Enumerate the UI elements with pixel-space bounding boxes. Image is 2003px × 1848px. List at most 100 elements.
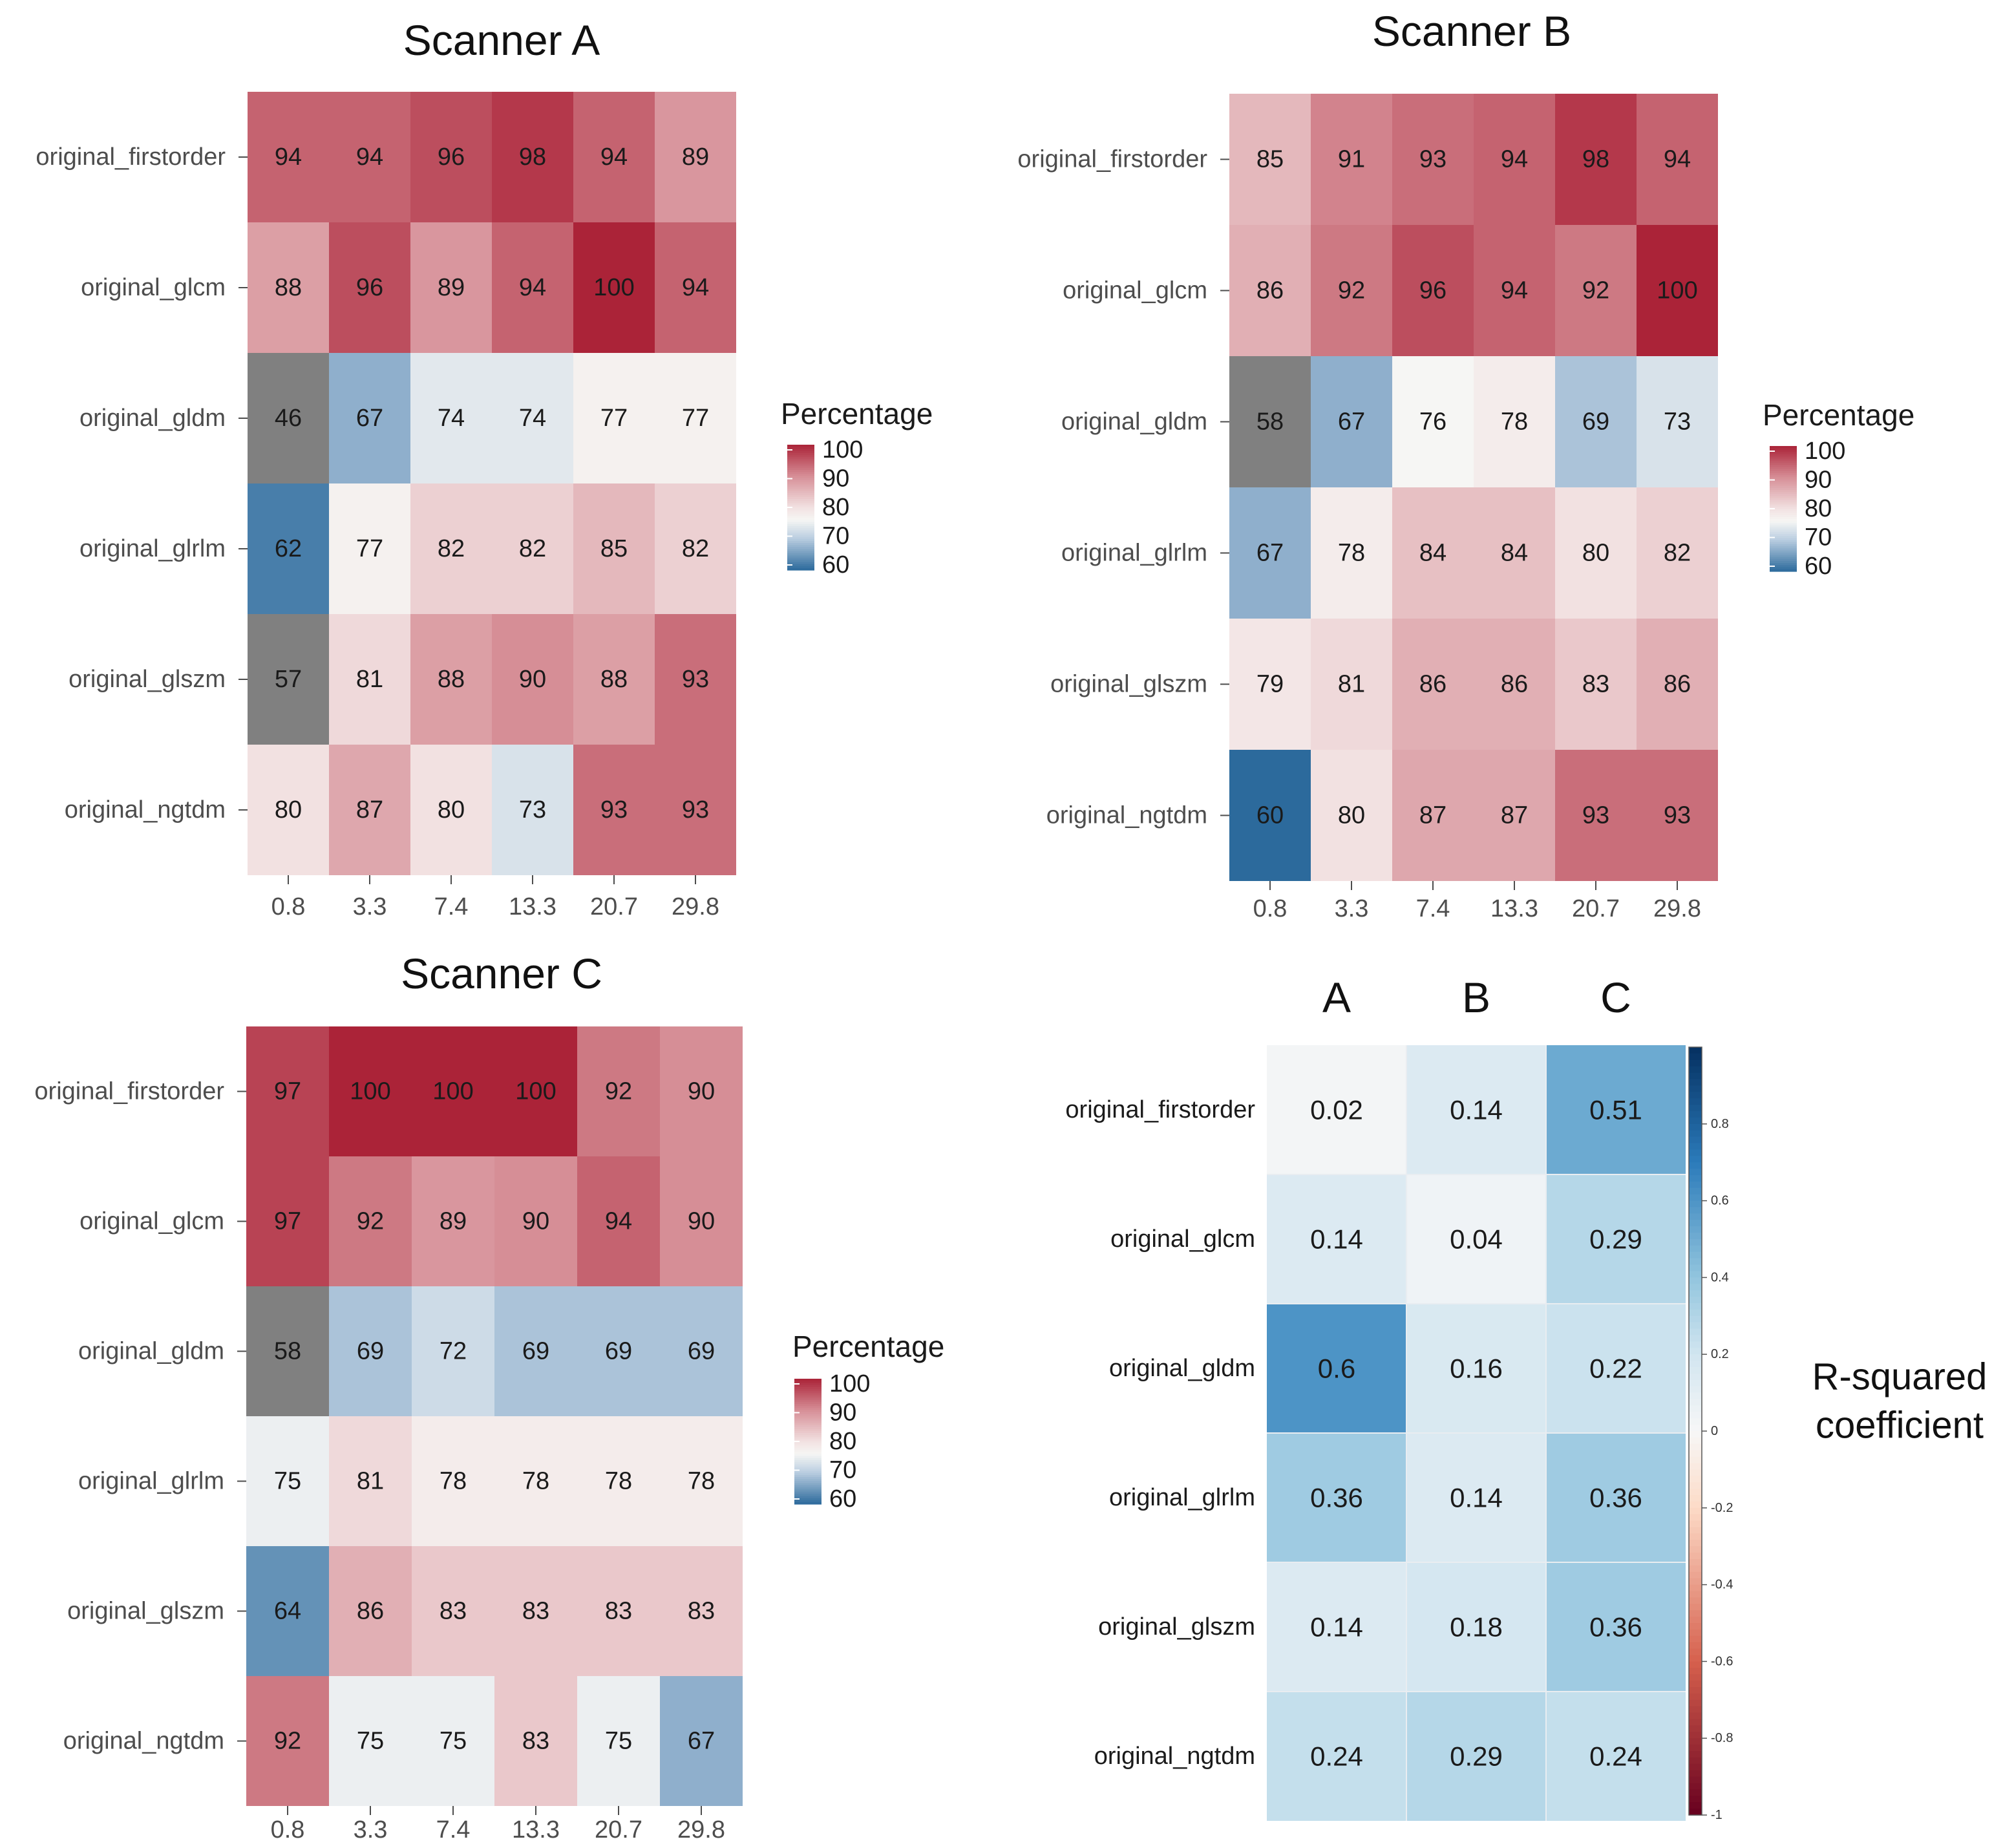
cell-value-label: 77: [682, 405, 709, 432]
cell-value-label: 86: [1256, 277, 1284, 304]
legend-gradient-strip: [1689, 1264, 1702, 1272]
column-label: 13.3: [1490, 895, 1538, 922]
legend-gradient-strip: [1770, 521, 1797, 524]
column-header: A: [1322, 973, 1351, 1021]
row-label: original_gldm: [79, 405, 226, 432]
legend-gradient-strip: [787, 452, 814, 456]
legend-gradient-strip: [1689, 1693, 1702, 1701]
heatmap-cell: [494, 1156, 577, 1286]
legend-gradient-strip: [1689, 1226, 1702, 1233]
legend-gradient-strip: [1689, 1732, 1702, 1739]
cell-value-label: 87: [1419, 802, 1447, 829]
legend-gradient-strip: [787, 538, 814, 542]
cell-value-label: 67: [688, 1728, 715, 1755]
cell-value-label: 94: [356, 143, 383, 171]
cell-value-label: 89: [682, 143, 709, 171]
heatmap-cell: [248, 92, 329, 222]
cell-value-label: 86: [357, 1598, 384, 1625]
legend-gradient-strip: [1770, 569, 1797, 572]
legend-gradient-strip: [1770, 509, 1797, 511]
cell-value-label: 94: [1664, 146, 1691, 173]
legend-gradient-strip: [794, 1483, 821, 1486]
legend-gradient-strip: [1689, 1725, 1702, 1732]
legend-gradient-strip: [787, 472, 814, 474]
cell-value-label: 78: [1338, 540, 1365, 567]
cell-value-label: 83: [440, 1598, 467, 1625]
column-label: 3.3: [354, 1816, 388, 1843]
cell-value-label: 0.14: [1450, 1483, 1503, 1513]
heatmap-cell: [1267, 1304, 1406, 1433]
cell-value-label: 90: [522, 1208, 549, 1235]
heatmap-cell: [1546, 1045, 1686, 1174]
cell-value-label: 80: [438, 796, 465, 823]
legend-gradient-strip: [1689, 1143, 1702, 1150]
legend-gradient-strip: [1689, 1706, 1702, 1714]
row-label: original_glszm: [69, 666, 226, 693]
heatmap-cell: [1311, 619, 1392, 750]
legend-gradient-strip: [1689, 1463, 1702, 1470]
heatmap-cell: [412, 1416, 494, 1546]
heatmap-cell: [577, 1416, 660, 1546]
heatmap-cell: [577, 1546, 660, 1676]
cell-value-label: 74: [438, 405, 465, 432]
legend-gradient-strip: [1689, 1770, 1702, 1778]
legend-gradient-strip: [1689, 1130, 1702, 1138]
row-label: original_glcm: [79, 1208, 224, 1235]
heatmap-panel: Scanner A 94 94 96 98 94 89 88 96 89 94 100 94 46 67 74…: [36, 16, 933, 920]
heatmap-cell: [573, 353, 655, 483]
heatmap-cell: [1637, 619, 1718, 750]
legend-tick-label: 0.2: [1711, 1347, 1729, 1361]
cell-value-label: 94: [1501, 277, 1528, 304]
cell-value-label: 0.24: [1589, 1741, 1642, 1772]
heatmap-cell: [246, 1676, 329, 1806]
cell-value-label: 74: [519, 405, 546, 432]
cell-value-label: 92: [274, 1728, 301, 1755]
legend-gradient-strip: [787, 568, 814, 571]
heatmap-cell: [492, 92, 573, 222]
legend-gradient-strip: [794, 1447, 821, 1450]
legend-gradient-strip: [1689, 1591, 1702, 1598]
cell-value-label: 82: [682, 535, 709, 562]
legend-gradient-strip: [787, 528, 814, 531]
legend-gradient-strip: [1770, 483, 1797, 487]
heatmap-cell: [329, 614, 410, 745]
legend-title-line: coefficient: [1816, 1405, 1984, 1447]
legend-gradient-strip: [1689, 1661, 1702, 1668]
legend-gradient-strip: [787, 459, 814, 462]
cell-value-label: 93: [682, 666, 709, 693]
legend-gradient-strip: [787, 535, 814, 537]
heatmap-cell: [1267, 1174, 1406, 1304]
legend-gradient-strip: [787, 547, 814, 550]
heatmap-cell: [660, 1286, 743, 1416]
legend-tick-label: -0.4: [1711, 1578, 1733, 1592]
legend-gradient-strip: [794, 1420, 821, 1423]
legend-gradient-strip: [1770, 515, 1797, 518]
legend-gradient-strip: [794, 1416, 821, 1419]
cell-value-label: 93: [600, 796, 628, 823]
cell-value-label: 86: [1419, 671, 1447, 698]
cell-value-label: 58: [274, 1338, 301, 1365]
legend-gradient-strip: [794, 1498, 821, 1501]
legend-gradient-strip: [1770, 465, 1797, 467]
heatmap-cell: [1392, 225, 1474, 356]
legend-gradient-strip: [1689, 1309, 1702, 1317]
cell-value-label: 93: [1664, 802, 1691, 829]
heatmap-cell: [1406, 1304, 1546, 1433]
legend-gradient-strip: [794, 1428, 821, 1432]
row-label: original_firstorder: [1017, 146, 1207, 173]
cell-value-label: 100: [593, 274, 634, 301]
cell-value-label: 69: [357, 1338, 384, 1365]
legend-gradient-strip: [1689, 1277, 1702, 1284]
legend-gradient-strip: [787, 503, 814, 506]
legend-gradient-strip: [1689, 1610, 1702, 1617]
heatmap-cell: [1637, 356, 1718, 487]
legend-gradient-strip: [1770, 469, 1797, 472]
cell-value-label: 69: [605, 1338, 632, 1365]
legend-gradient-strip: [1689, 1450, 1702, 1458]
legend-gradient-strip: [1689, 1354, 1702, 1361]
legend-gradient-strip: [1689, 1405, 1702, 1412]
legend-gradient-strip: [1689, 1315, 1702, 1323]
legend-gradient-strip: [1689, 1565, 1702, 1573]
cell-value-label: 87: [1501, 802, 1528, 829]
legend-gradient-strip: [1689, 1341, 1702, 1348]
